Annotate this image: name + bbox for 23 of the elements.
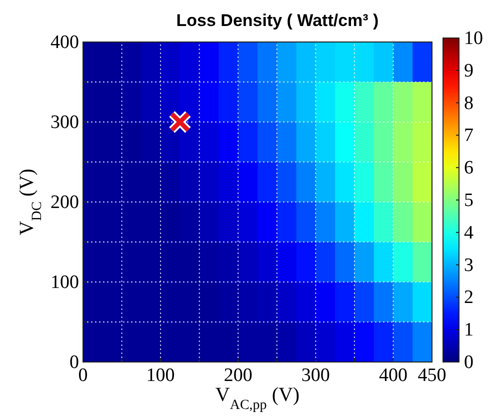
color-bar-label: 9 xyxy=(464,60,474,82)
color-bar-label: 2 xyxy=(464,287,474,308)
y-tick-label: 200 xyxy=(50,192,79,213)
x-axis-title: V$_{AC,pp}$ (V) xyxy=(215,384,300,412)
y-tick-label: 300 xyxy=(50,112,79,133)
x-tick-label: 200 xyxy=(224,365,252,386)
x-tick-label: 400 xyxy=(378,365,408,386)
chart-title: Loss Density ( Watt/cm³ ) xyxy=(176,11,379,30)
color-bar-label: 1 xyxy=(464,320,474,341)
color-bar-label: 8 xyxy=(464,92,474,114)
color-bar-label: 4 xyxy=(464,222,474,244)
x-tick-label: 300 xyxy=(301,365,330,386)
x-tick-label: 450 xyxy=(418,365,446,386)
color-bar-label: 5 xyxy=(464,190,474,211)
color-bar-label: 0 xyxy=(464,352,474,373)
color-bar-label: 6 xyxy=(464,158,474,179)
y-tick-label: 0 xyxy=(70,352,79,373)
x-tick-label: 100 xyxy=(146,365,175,386)
y-tick-label: 100 xyxy=(50,272,79,293)
color-bar-label: 3 xyxy=(464,254,474,276)
color-bar-label: 10 xyxy=(464,28,483,49)
y-tick-label: 400 xyxy=(50,32,79,53)
color-bar-label: 7 xyxy=(464,125,474,146)
